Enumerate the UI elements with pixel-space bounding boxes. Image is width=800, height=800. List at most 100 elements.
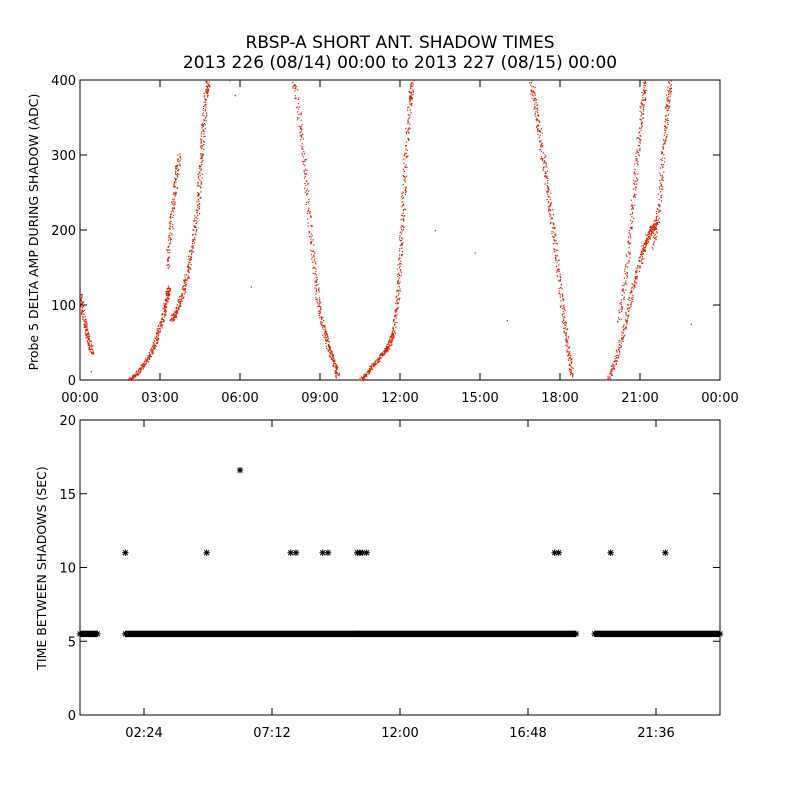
data-point [402, 212, 404, 214]
data-point [173, 181, 176, 183]
data-point [571, 372, 573, 374]
data-point [611, 374, 614, 377]
data-point [91, 352, 93, 354]
data-point [616, 360, 618, 362]
data-point [190, 258, 192, 261]
data-point [163, 316, 166, 318]
data-point [662, 188, 664, 190]
data-point [318, 314, 321, 317]
data-point [87, 337, 89, 340]
data-point [531, 97, 533, 99]
data-point [396, 282, 399, 284]
data-point [621, 289, 623, 291]
data-point [540, 158, 542, 160]
data-point [623, 290, 625, 292]
data-point [300, 131, 302, 133]
data-point [170, 215, 172, 217]
data-point [202, 125, 204, 127]
data-point [559, 276, 561, 278]
data-point [311, 234, 313, 237]
data-point [149, 355, 151, 357]
data-point [92, 353, 94, 355]
data-point [384, 349, 387, 351]
data-point [202, 109, 204, 111]
data-point [645, 90, 647, 92]
data-point [146, 358, 149, 361]
data-point [205, 112, 208, 114]
data-point [654, 224, 657, 226]
data-point [184, 289, 186, 291]
data-point [194, 233, 196, 235]
data-point [174, 177, 176, 179]
data-point [200, 140, 202, 142]
data-point [330, 351, 333, 353]
data-point [665, 137, 667, 139]
data-point [362, 378, 364, 380]
data-point [640, 123, 643, 126]
data-point [168, 294, 171, 296]
data-point [690, 323, 692, 326]
data-point [146, 360, 148, 362]
data-point [209, 86, 211, 88]
data-point [315, 288, 317, 290]
data-point [191, 249, 193, 251]
data-point [312, 272, 314, 274]
data-point [319, 306, 322, 308]
data-point [552, 243, 554, 245]
data-point [309, 231, 311, 233]
data-point [654, 235, 656, 237]
data-point [641, 258, 643, 260]
data-point [396, 303, 398, 305]
data-point [650, 230, 652, 232]
data-point [173, 315, 175, 317]
data-point [629, 242, 631, 244]
data-point [336, 364, 338, 366]
data-point [553, 237, 555, 239]
data-point [164, 314, 166, 316]
data-point [401, 206, 403, 208]
data-point [170, 213, 172, 215]
data-point [644, 247, 646, 249]
data-point [661, 157, 663, 159]
data-point [553, 222, 555, 224]
data-point [559, 279, 561, 281]
data-point [333, 361, 335, 363]
data-point [534, 98, 537, 100]
data-point [572, 376, 574, 378]
data-point [667, 105, 670, 107]
data-point [639, 265, 641, 267]
data-point [409, 109, 411, 111]
data-point [408, 139, 410, 141]
data-point [615, 360, 617, 362]
data-point [185, 279, 187, 281]
data-point [542, 168, 545, 170]
data-point [399, 274, 401, 276]
data-point [386, 347, 388, 349]
data-point [625, 312, 627, 314]
data-point [139, 369, 141, 371]
data-point [325, 328, 327, 330]
data-point [375, 363, 377, 365]
data-point [176, 304, 178, 306]
data-point [194, 226, 196, 229]
data-point [404, 209, 406, 211]
data-point [168, 239, 170, 241]
data-point [646, 242, 648, 244]
data-point [434, 230, 436, 232]
data-point [82, 310, 84, 312]
data-point [172, 318, 174, 320]
data-point [234, 95, 236, 97]
data-point [203, 141, 205, 143]
data-point [543, 166, 545, 168]
data-point [83, 305, 85, 307]
data-point [310, 254, 312, 256]
data-point [391, 339, 393, 342]
data-point [659, 204, 661, 206]
data-point [155, 337, 157, 340]
data-point [653, 242, 655, 244]
data-point [399, 269, 402, 271]
data-point [169, 237, 171, 239]
data-point [166, 249, 168, 251]
data-point [563, 322, 565, 324]
data-point [156, 337, 158, 339]
